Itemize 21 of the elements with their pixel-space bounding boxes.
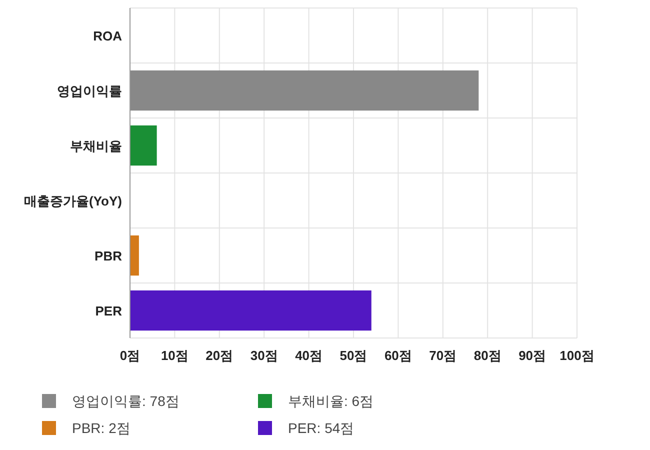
x-tick-label: 10점 <box>160 348 188 363</box>
x-tick-label: 40점 <box>295 348 323 363</box>
y-tick-label: ROA <box>93 28 123 44</box>
x-tick-label: 60점 <box>384 348 412 363</box>
legend-label: 부채비율: 6점 <box>288 393 374 409</box>
y-tick-label: 부채비율 <box>70 138 122 154</box>
x-tick-label: 90점 <box>518 348 546 363</box>
x-tick-label: 0점 <box>120 348 140 363</box>
y-tick-label: PBR <box>94 248 123 264</box>
x-tick-label: 70점 <box>429 348 457 363</box>
legend-label: PBR: 2점 <box>72 420 130 436</box>
y-tick-label: 매출증가율(YoY) <box>24 194 122 208</box>
x-tick-label: 50점 <box>340 348 368 363</box>
y-tick-label: 영업이익률 <box>57 84 122 98</box>
legend-label: 영업이익률: 78점 <box>72 393 180 409</box>
x-tick-label: 20점 <box>206 348 234 363</box>
x-tick-label: 80점 <box>474 348 502 363</box>
x-tick-label: 30점 <box>250 348 278 363</box>
y-tick-label: PER <box>95 304 123 318</box>
x-tick-label: 100점 <box>560 348 594 363</box>
legend-label: PER: 54점 <box>288 420 354 436</box>
